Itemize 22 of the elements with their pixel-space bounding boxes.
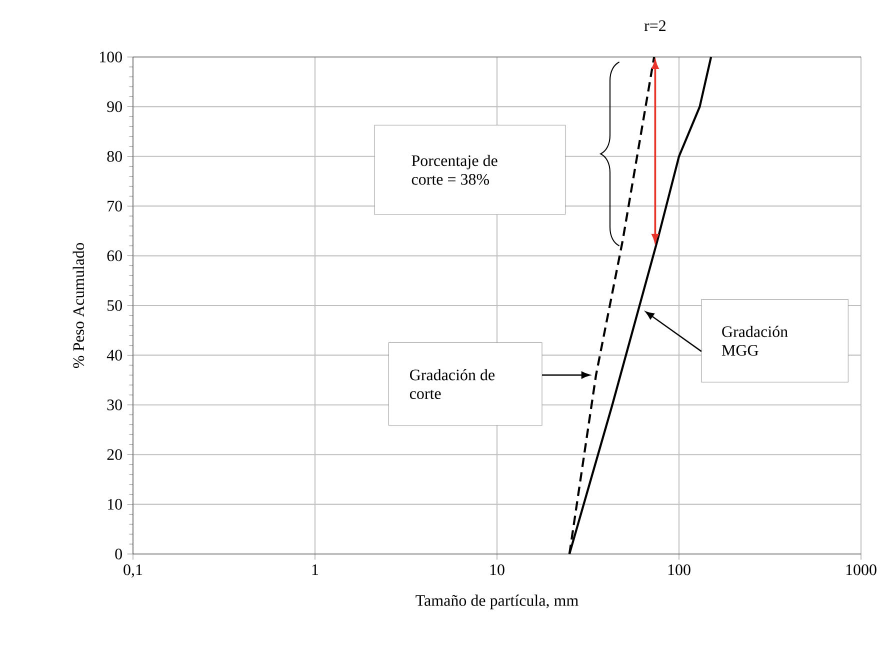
y-tick-label: 30: [107, 400, 122, 410]
annotation: Gradación MGG: [722, 326, 788, 356]
y-tick-label: 100: [100, 52, 122, 62]
annotation: r=2: [644, 20, 666, 31]
x-tick-label: 0,1: [124, 564, 142, 578]
y-tick-label: 20: [107, 449, 122, 460]
y-tick-label: 50: [108, 300, 122, 311]
y-tick-label: 60: [107, 250, 122, 262]
y-tick-label: 80: [107, 150, 122, 162]
x-tick-label: 1: [312, 564, 318, 575]
y-tick-label: 90: [107, 101, 122, 112]
x-tick-label: 10: [490, 564, 504, 576]
x-tick-label: 100: [668, 564, 690, 576]
y-tick-label: 10: [108, 498, 122, 510]
x-axis-title: Tamaño de partícula, mm: [416, 594, 578, 610]
annotation: Gradación de corte: [410, 369, 495, 399]
annotation: Porcentaje de corte = 38%: [412, 154, 498, 185]
y-tick-label: 70: [108, 200, 122, 212]
y-tick-label: 40: [106, 350, 122, 361]
y-tick-label: 0: [115, 548, 122, 560]
x-tick-label: 1000: [846, 564, 876, 576]
y-axis-title: % Peso Acumulado: [72, 243, 84, 368]
